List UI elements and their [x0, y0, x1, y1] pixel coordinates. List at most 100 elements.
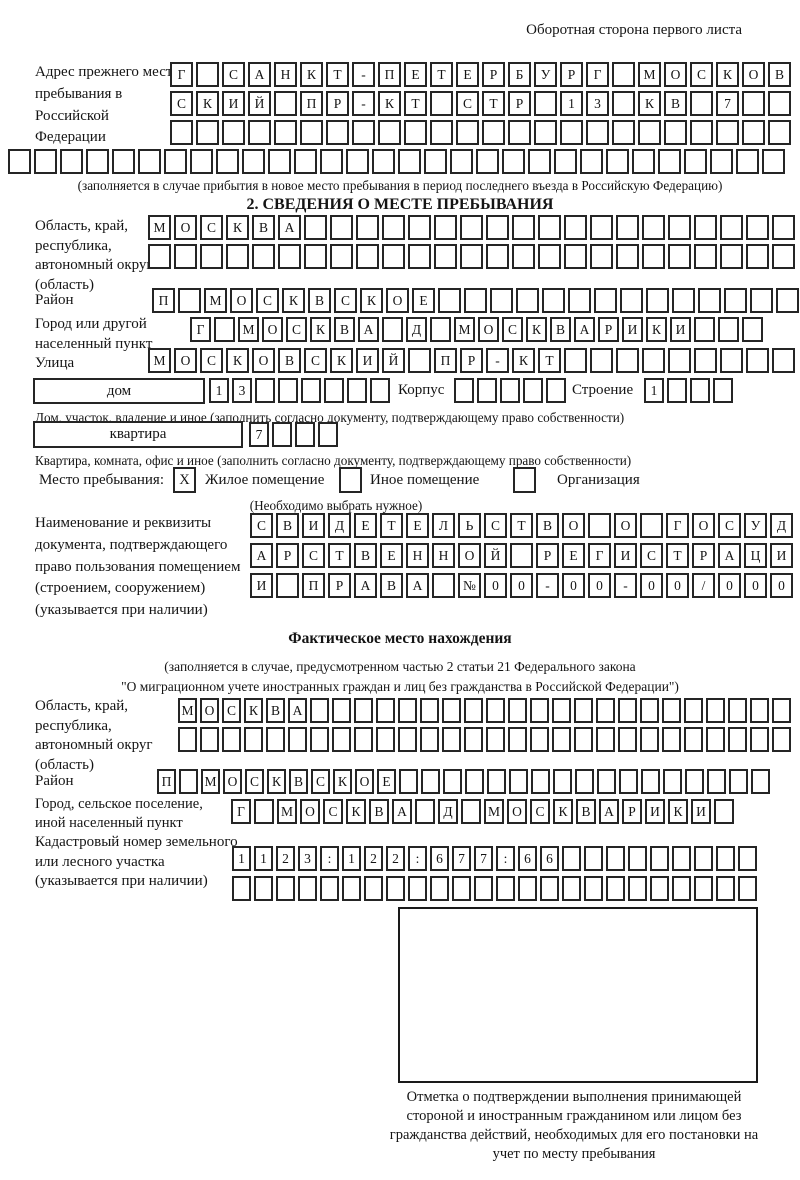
stay-option-label-inoe: Иное помещение	[370, 472, 480, 488]
char-cell	[694, 317, 715, 342]
char-cell	[706, 727, 725, 752]
char-cell	[750, 288, 773, 313]
char-cell	[596, 698, 615, 723]
char-cell	[464, 727, 483, 752]
char-cell	[255, 378, 275, 403]
char-cell	[528, 149, 551, 174]
char-cell	[694, 876, 713, 901]
prev-address-row-4	[8, 149, 788, 174]
char-cell	[716, 846, 735, 871]
char-cell	[641, 769, 660, 794]
char-cell: А	[718, 543, 741, 568]
char-cell	[698, 288, 721, 313]
char-cell	[523, 378, 543, 403]
char-cell	[295, 422, 315, 447]
char-cell: О	[230, 288, 253, 313]
char-cell	[354, 698, 373, 723]
char-cell	[510, 543, 533, 568]
char-cell	[658, 149, 681, 174]
char-cell	[174, 244, 197, 269]
char-cell: В	[276, 513, 299, 538]
char-cell	[664, 120, 687, 145]
actual-city-label: Город, сельское поселение, иной населенн…	[35, 796, 203, 831]
char-cell	[310, 698, 329, 723]
char-cell: Г	[588, 543, 611, 568]
char-cell	[564, 348, 587, 373]
char-cell	[252, 244, 275, 269]
char-cell: Н	[432, 543, 455, 568]
char-cell: К	[378, 91, 401, 116]
char-cell: Р	[560, 62, 583, 87]
char-cell	[372, 149, 395, 174]
char-cell	[586, 120, 609, 145]
char-cell	[356, 244, 379, 269]
stay-option-label-org: Организация	[557, 472, 640, 488]
char-cell: П	[434, 348, 457, 373]
char-cell	[432, 573, 455, 598]
char-cell	[750, 698, 769, 723]
char-cell	[346, 149, 369, 174]
char-cell	[274, 120, 297, 145]
char-cell: 1	[342, 846, 361, 871]
char-cell: 1	[644, 378, 664, 403]
stay-option-label-zhiloe: Жилое помещение	[205, 472, 325, 488]
char-cell	[694, 244, 717, 269]
char-cell: О	[174, 215, 197, 240]
char-cell	[694, 846, 713, 871]
char-cell	[222, 120, 245, 145]
char-cell	[442, 698, 461, 723]
char-cell	[34, 149, 57, 174]
prev-address-note: (заполняется в случае прибытия в новое м…	[77, 178, 723, 193]
char-cell	[442, 727, 461, 752]
char-cell	[342, 876, 361, 901]
korpus-cells	[454, 378, 569, 403]
char-cell: И	[614, 543, 637, 568]
char-cell	[776, 288, 799, 313]
char-cell: И	[670, 317, 691, 342]
char-cell: М	[201, 769, 220, 794]
char-cell: А	[599, 799, 619, 824]
char-cell: О	[742, 62, 765, 87]
char-cell	[562, 846, 581, 871]
char-cell: К	[646, 317, 667, 342]
char-cell	[376, 727, 395, 752]
char-cell: 7	[474, 846, 493, 871]
char-cell: Е	[377, 769, 396, 794]
char-cell	[364, 876, 383, 901]
char-cell: Р	[598, 317, 619, 342]
char-cell	[690, 378, 710, 403]
char-cell	[663, 769, 682, 794]
char-cell: Ь	[458, 513, 481, 538]
char-cell	[738, 846, 757, 871]
char-cell	[382, 215, 405, 240]
char-cell	[531, 769, 550, 794]
char-cell	[640, 513, 663, 538]
char-cell	[742, 91, 765, 116]
char-cell: Г	[231, 799, 251, 824]
char-cell	[668, 215, 691, 240]
char-cell	[508, 120, 531, 145]
char-cell: О	[507, 799, 527, 824]
char-cell	[430, 120, 453, 145]
char-cell: 1	[254, 846, 273, 871]
char-cell: И	[302, 513, 325, 538]
char-cell: 6	[540, 846, 559, 871]
char-cell	[474, 876, 493, 901]
char-cell: М	[277, 799, 297, 824]
char-cell: Е	[354, 513, 377, 538]
char-cell: В	[266, 698, 285, 723]
char-cell	[382, 317, 403, 342]
char-cell	[112, 149, 135, 174]
char-cell	[530, 698, 549, 723]
char-cell	[560, 120, 583, 145]
char-cell	[746, 348, 769, 373]
char-cell: С	[250, 513, 273, 538]
char-cell	[430, 317, 451, 342]
char-cell	[274, 91, 297, 116]
char-cell	[244, 727, 263, 752]
